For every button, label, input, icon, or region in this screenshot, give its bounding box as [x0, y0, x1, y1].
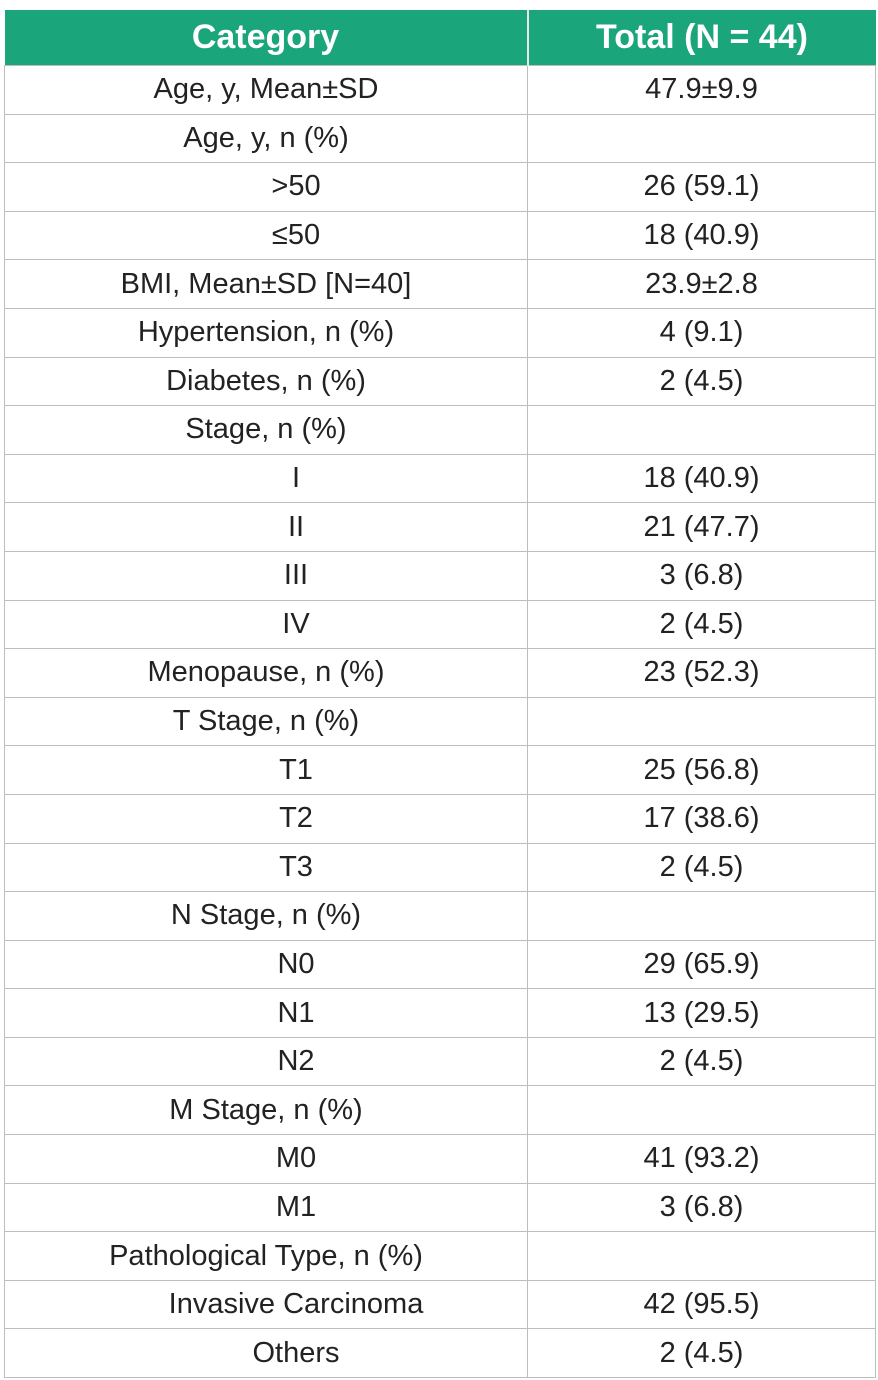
category-cell: III [4, 550, 528, 601]
value-cell [527, 1085, 876, 1136]
category-cell: N0 [4, 939, 528, 990]
value-cell: 2 (4.5) [527, 599, 876, 650]
header-row: Category Total (N = 44) [4, 10, 876, 66]
value-cell: 2 (4.5) [527, 1328, 876, 1379]
category-cell: Invasive Carcinoma [4, 1279, 528, 1330]
table-row: Age, y, Mean±SD 47.9±9.9 [4, 65, 876, 115]
table-row: T3 2 (4.5) [4, 842, 876, 893]
table-row: M0 41 (93.2) [4, 1134, 876, 1184]
category-cell: N2 [4, 1036, 528, 1087]
table-row: Menopause, n (%) 23 (52.3) [4, 648, 876, 698]
category-cell: Pathological Type, n (%) [4, 1231, 528, 1281]
category-cell: M0 [4, 1134, 528, 1184]
table-row: N1 13 (29.5) [4, 988, 876, 1038]
category-cell: N1 [4, 988, 528, 1038]
table-row: M1 3 (6.8) [4, 1182, 876, 1233]
category-cell: Age, y, Mean±SD [4, 65, 528, 115]
category-cell: Hypertension, n (%) [4, 307, 528, 358]
category-cell: T2 [4, 793, 528, 844]
category-cell: Others [4, 1328, 528, 1379]
table-row: BMI, Mean±SD [N=40] 23.9±2.8 [4, 259, 876, 309]
category-cell: >50 [4, 162, 528, 212]
category-cell: IV [4, 599, 528, 650]
value-cell: 25 (56.8) [527, 745, 876, 795]
value-cell [527, 891, 876, 941]
category-cell: ≤50 [4, 210, 528, 261]
table-row: Pathological Type, n (%) [4, 1231, 876, 1281]
value-cell: 13 (29.5) [527, 988, 876, 1038]
table-row: IV 2 (4.5) [4, 599, 876, 650]
table-row: I 18 (40.9) [4, 453, 876, 504]
header-cell: Total (N = 44) [527, 10, 876, 66]
value-cell: 17 (38.6) [527, 793, 876, 844]
value-cell: 18 (40.9) [527, 210, 876, 261]
value-cell: 47.9±9.9 [527, 65, 876, 115]
table-row: III 3 (6.8) [4, 550, 876, 601]
value-cell: 23.9±2.8 [527, 259, 876, 309]
category-cell: I [4, 453, 528, 504]
data-table: Category Total (N = 44) Age, y, Mean±SD 4… [4, 10, 876, 1379]
value-cell: 2 (4.5) [527, 356, 876, 407]
category-cell: Menopause, n (%) [4, 648, 528, 698]
table-row: ≤50 18 (40.9) [4, 210, 876, 261]
value-cell: 18 (40.9) [527, 453, 876, 504]
table-body: Age, y, Mean±SD 47.9±9.9 Age, y, n (%) >50 2… [4, 65, 876, 1379]
value-cell: 41 (93.2) [527, 1134, 876, 1184]
table-row: Stage, n (%) [4, 405, 876, 455]
category-cell: T1 [4, 745, 528, 795]
value-cell [527, 696, 876, 747]
value-cell: 26 (59.1) [527, 162, 876, 212]
table-row: M Stage, n (%) [4, 1085, 876, 1136]
category-cell: II [4, 502, 528, 552]
value-cell: 2 (4.5) [527, 1036, 876, 1087]
table-row: T Stage, n (%) [4, 696, 876, 747]
table-row: Age, y, n (%) [4, 113, 876, 164]
category-cell: N Stage, n (%) [4, 891, 528, 941]
category-cell: T3 [4, 842, 528, 893]
value-cell: 3 (6.8) [527, 550, 876, 601]
category-cell: M Stage, n (%) [4, 1085, 528, 1136]
value-cell: 2 (4.5) [527, 842, 876, 893]
value-cell: 29 (65.9) [527, 939, 876, 990]
table-row: Invasive Carcinoma 42 (95.5) [4, 1279, 876, 1330]
table-row: T1 25 (56.8) [4, 745, 876, 795]
value-cell [527, 113, 876, 164]
value-cell: 4 (9.1) [527, 307, 876, 358]
table-row: N0 29 (65.9) [4, 939, 876, 990]
value-cell [527, 405, 876, 455]
value-cell: 3 (6.8) [527, 1182, 876, 1233]
value-cell: 23 (52.3) [527, 648, 876, 698]
table-row: II 21 (47.7) [4, 502, 876, 552]
table-row: Hypertension, n (%) 4 (9.1) [4, 307, 876, 358]
value-cell: 42 (95.5) [527, 1279, 876, 1330]
category-cell: Age, y, n (%) [4, 113, 528, 164]
table-row: Others 2 (4.5) [4, 1328, 876, 1379]
category-cell: Stage, n (%) [4, 405, 528, 455]
category-cell: M1 [4, 1182, 528, 1233]
table-row: >50 26 (59.1) [4, 162, 876, 212]
category-cell: T Stage, n (%) [4, 696, 528, 747]
table-row: N2 2 (4.5) [4, 1036, 876, 1087]
table-row: T2 17 (38.6) [4, 793, 876, 844]
value-cell: 21 (47.7) [527, 502, 876, 552]
table-row: Diabetes, n (%) 2 (4.5) [4, 356, 876, 407]
category-cell: Diabetes, n (%) [4, 356, 528, 407]
value-cell [527, 1231, 876, 1281]
header-cell: Category [4, 10, 529, 66]
category-cell: BMI, Mean±SD [N=40] [4, 259, 528, 309]
table-row: N Stage, n (%) [4, 891, 876, 941]
